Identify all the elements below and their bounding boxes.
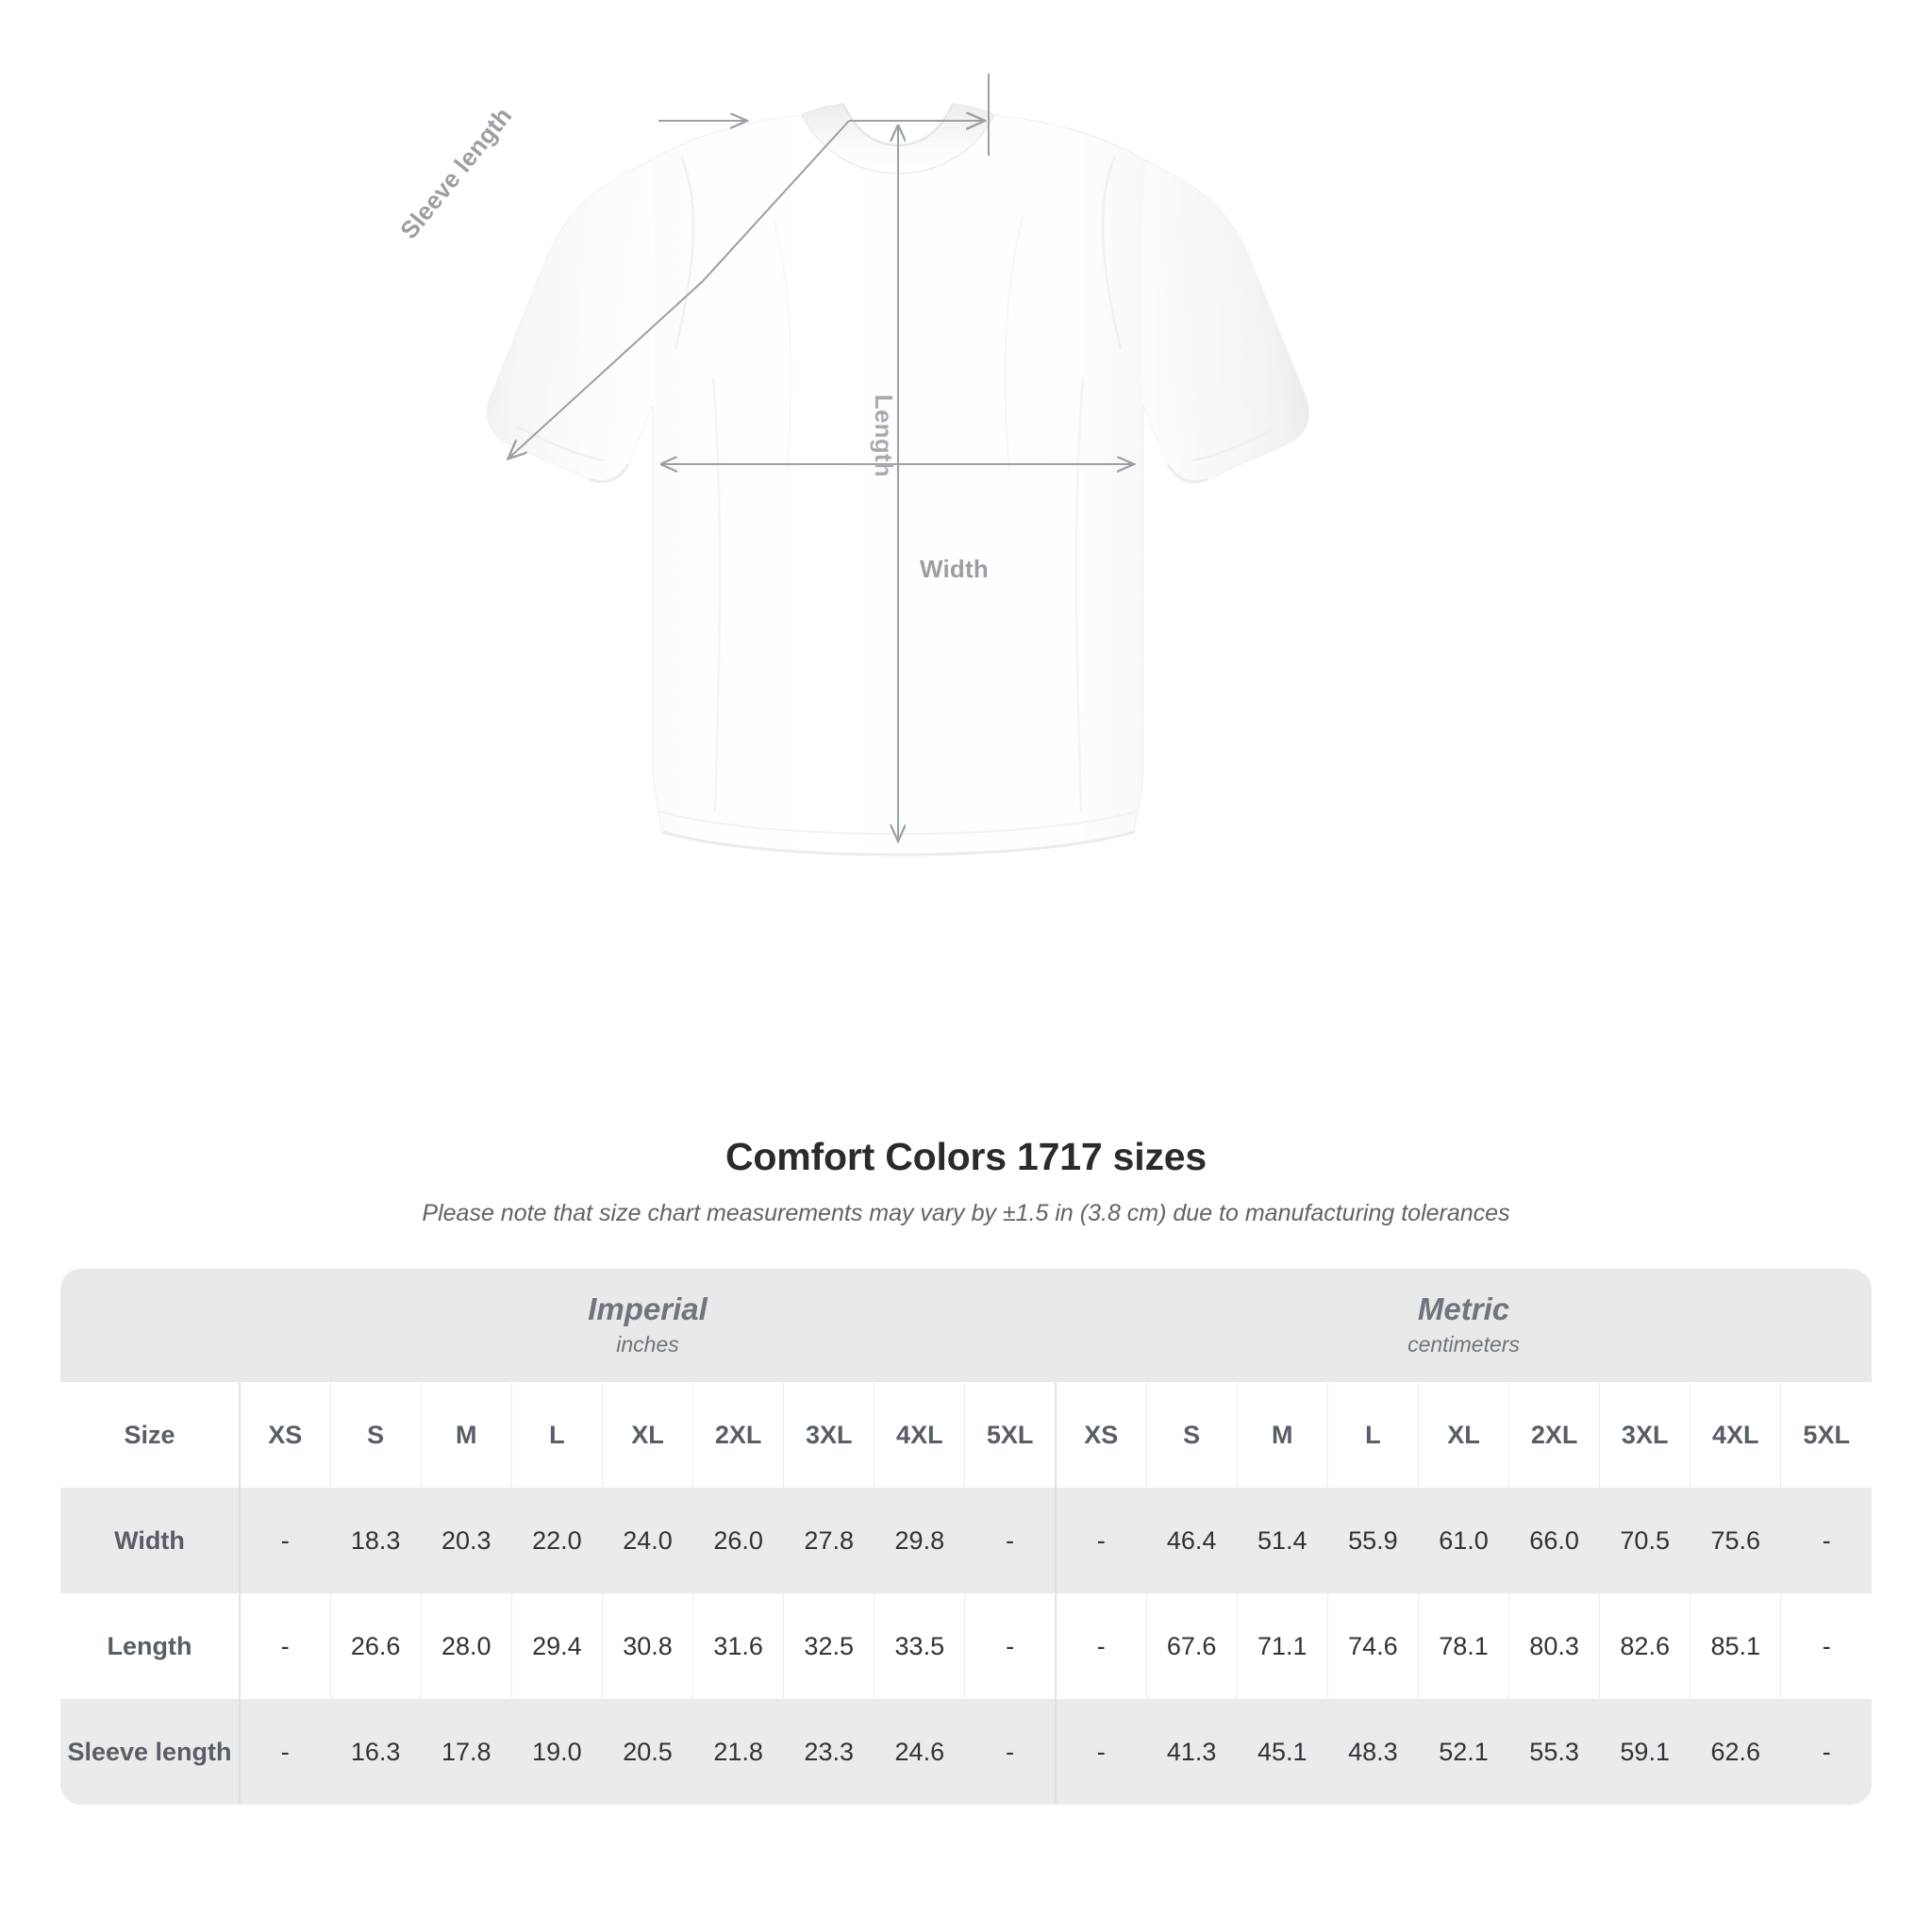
cell-metric-xs-width: - — [1054, 1488, 1147, 1593]
imperial-unit-title-header-cell: Imperial inches — [240, 1269, 1056, 1382]
cell-imperial-xs-width: - — [238, 1488, 331, 1593]
tolerance-note: Please note that size chart measurements… — [422, 1200, 1510, 1226]
cell-metric-s-width: 46.4 — [1145, 1488, 1238, 1593]
cell-metric-l-sleeve-length: 48.3 — [1326, 1699, 1419, 1805]
size-header-metric-5xl: 5XL — [1780, 1382, 1872, 1488]
cell-metric-4xl-length: 85.1 — [1690, 1593, 1781, 1699]
size-header-imperial-xl: XL — [601, 1382, 693, 1488]
cell-metric-4xl-width: 75.6 — [1690, 1488, 1781, 1593]
cell-metric-5xl-length: - — [1780, 1593, 1872, 1699]
cell-metric-l-width: 55.9 — [1326, 1488, 1419, 1593]
cell-metric-3xl-sleeve-length: 59.1 — [1599, 1699, 1690, 1805]
width-label: Width — [920, 555, 989, 583]
size-header-metric-4xl: 4XL — [1690, 1382, 1781, 1488]
cell-metric-l-length: 74.6 — [1326, 1593, 1419, 1699]
cell-metric-xl-length: 78.1 — [1417, 1593, 1509, 1699]
size-header-metric-xs: XS — [1054, 1382, 1147, 1488]
cell-imperial-2xl-sleeve-length: 21.8 — [692, 1699, 784, 1805]
cell-metric-xs-sleeve-length: - — [1054, 1699, 1147, 1805]
cell-metric-2xl-length: 80.3 — [1508, 1593, 1600, 1699]
cell-imperial-xl-length: 30.8 — [601, 1593, 693, 1699]
size-header-imperial-l: L — [510, 1382, 603, 1488]
cell-imperial-s-width: 18.3 — [329, 1488, 422, 1593]
cell-metric-m-length: 71.1 — [1236, 1593, 1328, 1699]
cell-imperial-2xl-length: 31.6 — [692, 1593, 784, 1699]
cell-imperial-4xl-length: 33.5 — [874, 1593, 965, 1699]
metric-unit-title-header-cell: Metric centimeters — [1055, 1269, 1872, 1382]
size-header-metric-2xl: 2XL — [1508, 1382, 1600, 1488]
imperial-unit-title: Imperial — [588, 1291, 708, 1327]
size-header-imperial-s: S — [329, 1382, 422, 1488]
size-header-metric-l: L — [1326, 1382, 1419, 1488]
row-label-width: Width — [60, 1488, 240, 1593]
cell-metric-xs-length: - — [1054, 1593, 1147, 1699]
unit-band-spacer — [60, 1269, 240, 1382]
size-header-row: Size XS S M L XL 2XL 3XL 4XL 5XL XS S M L XL 2XL 3XL 4XL 5… — [60, 1382, 1872, 1488]
size-header-imperial-5xl: 5XL — [964, 1382, 1056, 1488]
cell-metric-5xl-width: - — [1780, 1488, 1872, 1593]
cell-imperial-xs-length: - — [238, 1593, 331, 1699]
cell-imperial-m-length: 28.0 — [420, 1593, 512, 1699]
cell-metric-4xl-sleeve-length: 62.6 — [1690, 1699, 1781, 1805]
size-header-label: Size — [60, 1382, 240, 1488]
table-row: Width -18.3 20.3 22.0 24.0 26.0 27.8 29.8- -46.4… — [60, 1488, 1872, 1593]
cell-imperial-2xl-width: 26.0 — [692, 1488, 784, 1593]
size-header-metric-s: S — [1145, 1382, 1238, 1488]
cell-imperial-m-sleeve-length: 17.8 — [420, 1699, 512, 1805]
size-header-metric-m: M — [1236, 1382, 1328, 1488]
cell-imperial-3xl-sleeve-length: 23.3 — [783, 1699, 874, 1805]
cell-imperial-3xl-length: 32.5 — [783, 1593, 874, 1699]
metric-unit-title: Metric — [1417, 1291, 1510, 1327]
cell-imperial-l-sleeve-length: 19.0 — [510, 1699, 603, 1805]
tshirt-diagram — [462, 94, 1472, 1094]
size-header-metric-xl: XL — [1417, 1382, 1509, 1488]
size-table-container: Imperial inches Metric centimeters Size XS S M L… — [60, 1269, 1872, 1805]
size-header-metric-3xl: 3XL — [1599, 1382, 1690, 1488]
cell-imperial-5xl-width: - — [964, 1488, 1056, 1593]
cell-imperial-xs-sleeve-length: - — [238, 1699, 331, 1805]
cell-imperial-xl-width: 24.0 — [601, 1488, 693, 1593]
size-header-imperial-xs: XS — [238, 1382, 331, 1488]
table-row: Sleeve length -16.3 17.8 19.0 20.5 21.8 23.3 24… — [60, 1699, 1872, 1805]
cell-imperial-4xl-sleeve-length: 24.6 — [874, 1699, 965, 1805]
cell-imperial-l-length: 29.4 — [510, 1593, 603, 1699]
cell-metric-xl-sleeve-length: 52.1 — [1417, 1699, 1509, 1805]
metric-unit-subtitle: centimeters — [1407, 1332, 1520, 1357]
cell-imperial-xl-sleeve-length: 20.5 — [601, 1699, 693, 1805]
cell-imperial-l-width: 22.0 — [510, 1488, 603, 1593]
cell-imperial-s-sleeve-length: 16.3 — [329, 1699, 422, 1805]
size-header-imperial-3xl: 3XL — [783, 1382, 874, 1488]
size-table: Imperial inches Metric centimeters Size XS S M L… — [60, 1269, 1872, 1805]
size-header-imperial-m: M — [420, 1382, 512, 1488]
row-label-sleeve-length: Sleeve length — [60, 1699, 240, 1805]
cell-imperial-5xl-length: - — [964, 1593, 1056, 1699]
row-label-length: Length — [60, 1593, 240, 1699]
size-header-imperial-2xl: 2XL — [692, 1382, 784, 1488]
unit-band-row: Imperial inches Metric centimeters — [60, 1269, 1872, 1382]
cell-imperial-s-length: 26.6 — [329, 1593, 422, 1699]
cell-metric-s-length: 67.6 — [1145, 1593, 1238, 1699]
cell-metric-2xl-sleeve-length: 55.3 — [1508, 1699, 1600, 1805]
cell-imperial-m-width: 20.3 — [420, 1488, 512, 1593]
cell-metric-s-sleeve-length: 41.3 — [1145, 1699, 1238, 1805]
cell-imperial-4xl-width: 29.8 — [874, 1488, 965, 1593]
cell-metric-3xl-length: 82.6 — [1599, 1593, 1690, 1699]
page-title: Comfort Colors 1717 sizes — [725, 1135, 1207, 1178]
cell-metric-m-sleeve-length: 45.1 — [1236, 1699, 1328, 1805]
size-header-imperial-4xl: 4XL — [874, 1382, 965, 1488]
cell-metric-5xl-sleeve-length: - — [1780, 1699, 1872, 1805]
imperial-unit-subtitle: inches — [616, 1332, 679, 1357]
cell-metric-xl-width: 61.0 — [1417, 1488, 1509, 1593]
length-label: Length — [870, 394, 898, 477]
cell-imperial-5xl-sleeve-length: - — [964, 1699, 1056, 1805]
table-row: Length -26.6 28.0 29.4 30.8 31.6 32.5 33.5- -67.… — [60, 1593, 1872, 1699]
cell-metric-m-width: 51.4 — [1236, 1488, 1328, 1593]
cell-imperial-3xl-width: 27.8 — [783, 1488, 874, 1593]
garment-illustration: Sleeve length Length Width — [394, 74, 1472, 1094]
cell-metric-2xl-width: 66.0 — [1508, 1488, 1600, 1593]
cell-metric-3xl-width: 70.5 — [1599, 1488, 1690, 1593]
